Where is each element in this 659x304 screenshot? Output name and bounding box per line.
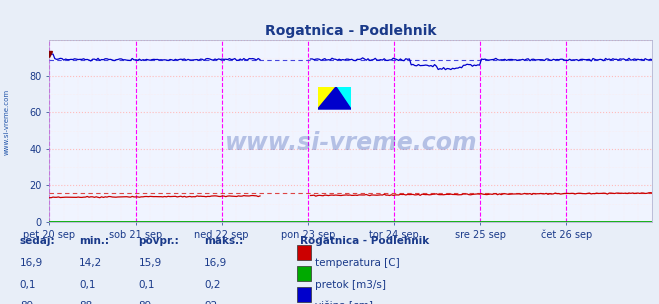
- Text: višina [cm]: višina [cm]: [315, 301, 373, 304]
- Text: 0,1: 0,1: [138, 280, 155, 290]
- Text: 0,1: 0,1: [79, 280, 96, 290]
- Text: www.si-vreme.com: www.si-vreme.com: [3, 88, 9, 155]
- Text: maks.:: maks.:: [204, 236, 244, 246]
- Text: 89: 89: [138, 301, 152, 304]
- Title: Rogatnica - Podlehnik: Rogatnica - Podlehnik: [265, 24, 437, 38]
- Text: 0,1: 0,1: [20, 280, 36, 290]
- Text: Rogatnica - Podlehnik: Rogatnica - Podlehnik: [300, 236, 429, 246]
- Text: povpr.:: povpr.:: [138, 236, 179, 246]
- Text: 14,2: 14,2: [79, 258, 102, 268]
- Text: temperatura [C]: temperatura [C]: [315, 258, 400, 268]
- Bar: [297, 245, 311, 260]
- Bar: [297, 266, 311, 281]
- Text: 0,2: 0,2: [204, 280, 221, 290]
- Text: 92: 92: [204, 301, 217, 304]
- Text: 16,9: 16,9: [204, 258, 227, 268]
- Text: 16,9: 16,9: [20, 258, 43, 268]
- Text: pretok [m3/s]: pretok [m3/s]: [315, 280, 386, 290]
- Bar: [297, 287, 311, 302]
- Text: 15,9: 15,9: [138, 258, 161, 268]
- Text: sedaj:: sedaj:: [20, 236, 55, 246]
- Text: www.si-vreme.com: www.si-vreme.com: [225, 132, 477, 155]
- Text: min.:: min.:: [79, 236, 109, 246]
- Text: 89: 89: [20, 301, 33, 304]
- Text: 88: 88: [79, 301, 92, 304]
